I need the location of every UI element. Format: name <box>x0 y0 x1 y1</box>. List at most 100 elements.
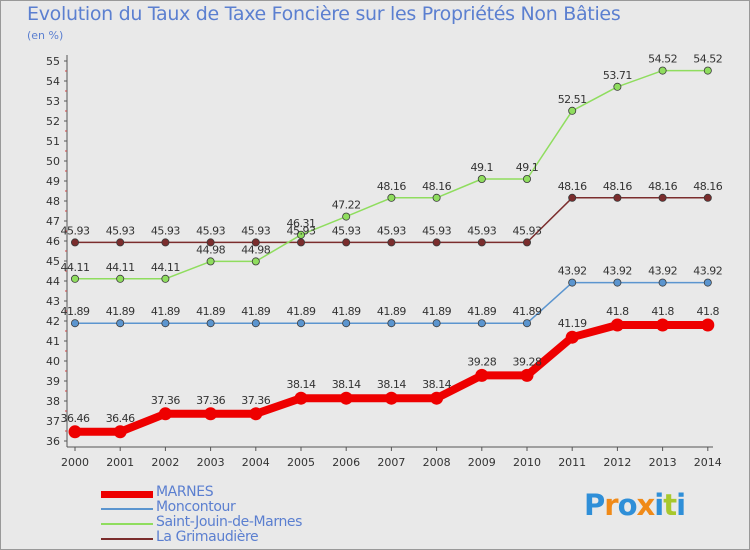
y-tick-label: 43 <box>46 295 60 308</box>
data-point-la-grimaudiere <box>387 238 396 247</box>
data-label-marnes: 36.46 <box>61 412 90 425</box>
legend-label: MARNES <box>156 484 214 500</box>
data-label-la-grimaudiere: 48.16 <box>603 180 632 193</box>
logo-letter: r <box>604 488 618 522</box>
data-label-la-grimaudiere: 45.93 <box>377 224 406 237</box>
data-point-moncontour <box>161 319 170 328</box>
data-point-marnes <box>610 318 624 332</box>
x-tick-label: 2010 <box>513 456 541 469</box>
unit-label: (en %) <box>27 29 64 42</box>
logo-letter: i <box>654 488 664 522</box>
data-point-moncontour <box>658 278 667 287</box>
data-point-la-grimaudiere <box>432 238 441 247</box>
logo-letter: P <box>584 488 605 522</box>
data-point-saint-jouin-de-marnes <box>296 230 305 239</box>
legend-swatch <box>101 523 153 525</box>
data-label-saint-jouin-de-marnes: 46.31 <box>287 217 316 230</box>
data-label-moncontour: 41.89 <box>241 305 270 318</box>
data-point-moncontour <box>116 319 125 328</box>
data-point-saint-jouin-de-marnes <box>116 274 125 283</box>
data-point-marnes <box>565 330 579 344</box>
y-tick-label: 45 <box>46 255 60 268</box>
legend-label: Saint-Jouin-de-Marnes <box>156 514 303 530</box>
data-label-la-grimaudiere: 48.16 <box>693 180 722 193</box>
y-tick-label: 38 <box>46 395 60 408</box>
data-point-saint-jouin-de-marnes <box>251 257 260 266</box>
legend-label: Moncontour <box>156 499 236 515</box>
y-tick-label: 36 <box>46 435 60 448</box>
data-point-la-grimaudiere <box>206 238 215 247</box>
data-label-marnes: 41.8 <box>651 305 674 318</box>
x-tick-label: 2007 <box>377 456 405 469</box>
x-tick-label: 2013 <box>649 456 677 469</box>
logo-letter: x <box>636 488 656 522</box>
data-label-saint-jouin-de-marnes: 44.11 <box>151 261 180 274</box>
data-point-marnes <box>520 368 534 382</box>
y-tick-label: 41 <box>46 335 60 348</box>
data-label-moncontour: 41.89 <box>287 305 316 318</box>
data-point-moncontour <box>251 319 260 328</box>
data-label-saint-jouin-de-marnes: 54.52 <box>648 53 677 66</box>
y-tick-label: 53 <box>46 95 60 108</box>
x-tick-label: 2012 <box>603 456 631 469</box>
x-tick-label: 2009 <box>468 456 496 469</box>
data-point-marnes <box>158 407 172 421</box>
data-point-la-grimaudiere <box>71 238 80 247</box>
x-tick-label: 2002 <box>151 456 179 469</box>
data-label-saint-jouin-de-marnes: 48.16 <box>377 180 406 193</box>
data-point-marnes <box>113 425 127 439</box>
data-label-la-grimaudiere: 45.93 <box>241 224 270 237</box>
data-label-saint-jouin-de-marnes: 52.51 <box>558 93 587 106</box>
data-label-moncontour: 43.92 <box>558 265 587 278</box>
data-label-marnes: 41.19 <box>558 317 587 330</box>
data-label-saint-jouin-de-marnes: 47.22 <box>332 199 361 212</box>
y-tick-label: 54 <box>46 75 60 88</box>
data-point-la-grimaudiere <box>568 193 577 202</box>
data-label-la-grimaudiere: 45.93 <box>61 224 90 237</box>
data-point-saint-jouin-de-marnes <box>161 274 170 283</box>
data-point-moncontour <box>613 278 622 287</box>
data-label-saint-jouin-de-marnes: 49.1 <box>516 161 539 174</box>
data-label-marnes: 38.14 <box>422 378 451 391</box>
x-tick-label: 2014 <box>694 456 722 469</box>
data-label-moncontour: 41.89 <box>332 305 361 318</box>
data-point-moncontour <box>387 319 396 328</box>
y-tick-label: 47 <box>46 215 60 228</box>
data-point-saint-jouin-de-marnes <box>523 174 532 183</box>
data-point-marnes <box>339 391 353 405</box>
y-tick-label: 42 <box>46 315 60 328</box>
data-point-saint-jouin-de-marnes <box>387 193 396 202</box>
legend-swatch <box>101 490 153 498</box>
data-point-moncontour <box>523 319 532 328</box>
data-point-moncontour <box>296 319 305 328</box>
data-label-la-grimaudiere: 45.93 <box>332 224 361 237</box>
y-tick-label: 44 <box>46 275 60 288</box>
logo-letter: i <box>676 488 686 522</box>
data-point-marnes <box>249 407 263 421</box>
data-point-saint-jouin-de-marnes <box>568 106 577 115</box>
axes: 36 37 38 39 40 41 42 43 44 45 46 47 48 49 50 51 52 53 54 55… <box>46 55 722 469</box>
data-point-la-grimaudiere <box>116 238 125 247</box>
data-point-la-grimaudiere <box>613 193 622 202</box>
data-label-moncontour: 41.89 <box>196 305 225 318</box>
x-tick-label: 2004 <box>242 456 270 469</box>
series-line-saint-jouin-de-marnes <box>74 69 709 280</box>
data-label-saint-jouin-de-marnes: 49.1 <box>471 161 494 174</box>
data-label-la-grimaudiere: 45.93 <box>106 224 135 237</box>
data-point-la-grimaudiere <box>161 238 170 247</box>
data-point-marnes <box>68 425 82 439</box>
y-tick-label: 39 <box>46 375 60 388</box>
y-tick-label: 52 <box>46 115 60 128</box>
logo-letter: o <box>617 488 638 522</box>
data-label-la-grimaudiere: 45.93 <box>422 224 451 237</box>
data-point-marnes <box>204 407 218 421</box>
series-layer <box>68 66 715 439</box>
data-point-la-grimaudiere <box>658 193 667 202</box>
data-label-marnes: 38.14 <box>377 378 406 391</box>
data-label-la-grimaudiere: 48.16 <box>648 180 677 193</box>
data-label-saint-jouin-de-marnes: 44.11 <box>106 261 135 274</box>
data-label-moncontour: 41.89 <box>422 305 451 318</box>
data-label-moncontour: 43.92 <box>603 265 632 278</box>
x-tick-label: 2008 <box>423 456 451 469</box>
